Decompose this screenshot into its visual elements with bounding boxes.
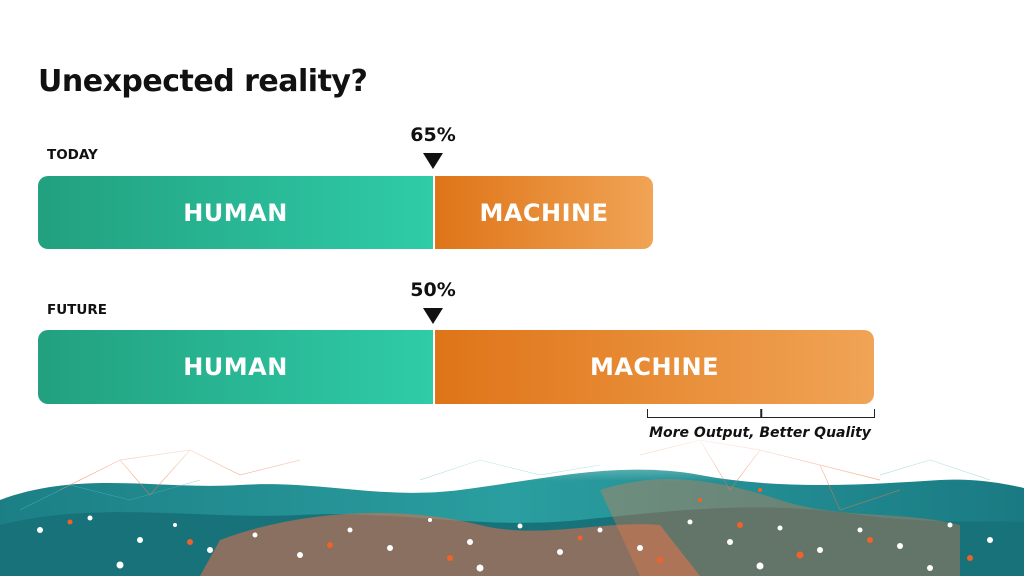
bracket-center-tick xyxy=(760,409,762,417)
today-percent-label: 65% xyxy=(410,124,456,146)
future-bar: HUMAN MACHINE xyxy=(38,330,874,404)
output-bracket xyxy=(647,409,875,418)
future-human-label: HUMAN xyxy=(183,353,288,381)
slide-title: Unexpected reality? xyxy=(38,64,368,99)
future-machine-label: MACHINE xyxy=(589,353,720,381)
today-bar: HUMAN MACHINE xyxy=(38,176,653,249)
future-percent-label: 50% xyxy=(410,279,456,301)
today-marker-triangle-icon xyxy=(423,153,443,169)
future-label: FUTURE xyxy=(47,302,107,318)
output-quality-caption: More Output, Better Quality xyxy=(649,425,871,441)
today-machine-segment: MACHINE xyxy=(433,176,653,249)
today-machine-label: MACHINE xyxy=(479,198,609,227)
future-machine-segment: MACHINE xyxy=(433,330,874,404)
today-human-segment: HUMAN xyxy=(38,176,433,249)
today-human-label: HUMAN xyxy=(183,198,288,227)
future-marker-triangle-icon xyxy=(423,308,443,324)
today-label: TODAY xyxy=(47,147,98,163)
future-human-segment: HUMAN xyxy=(38,330,433,404)
network-background-art xyxy=(0,430,1024,576)
